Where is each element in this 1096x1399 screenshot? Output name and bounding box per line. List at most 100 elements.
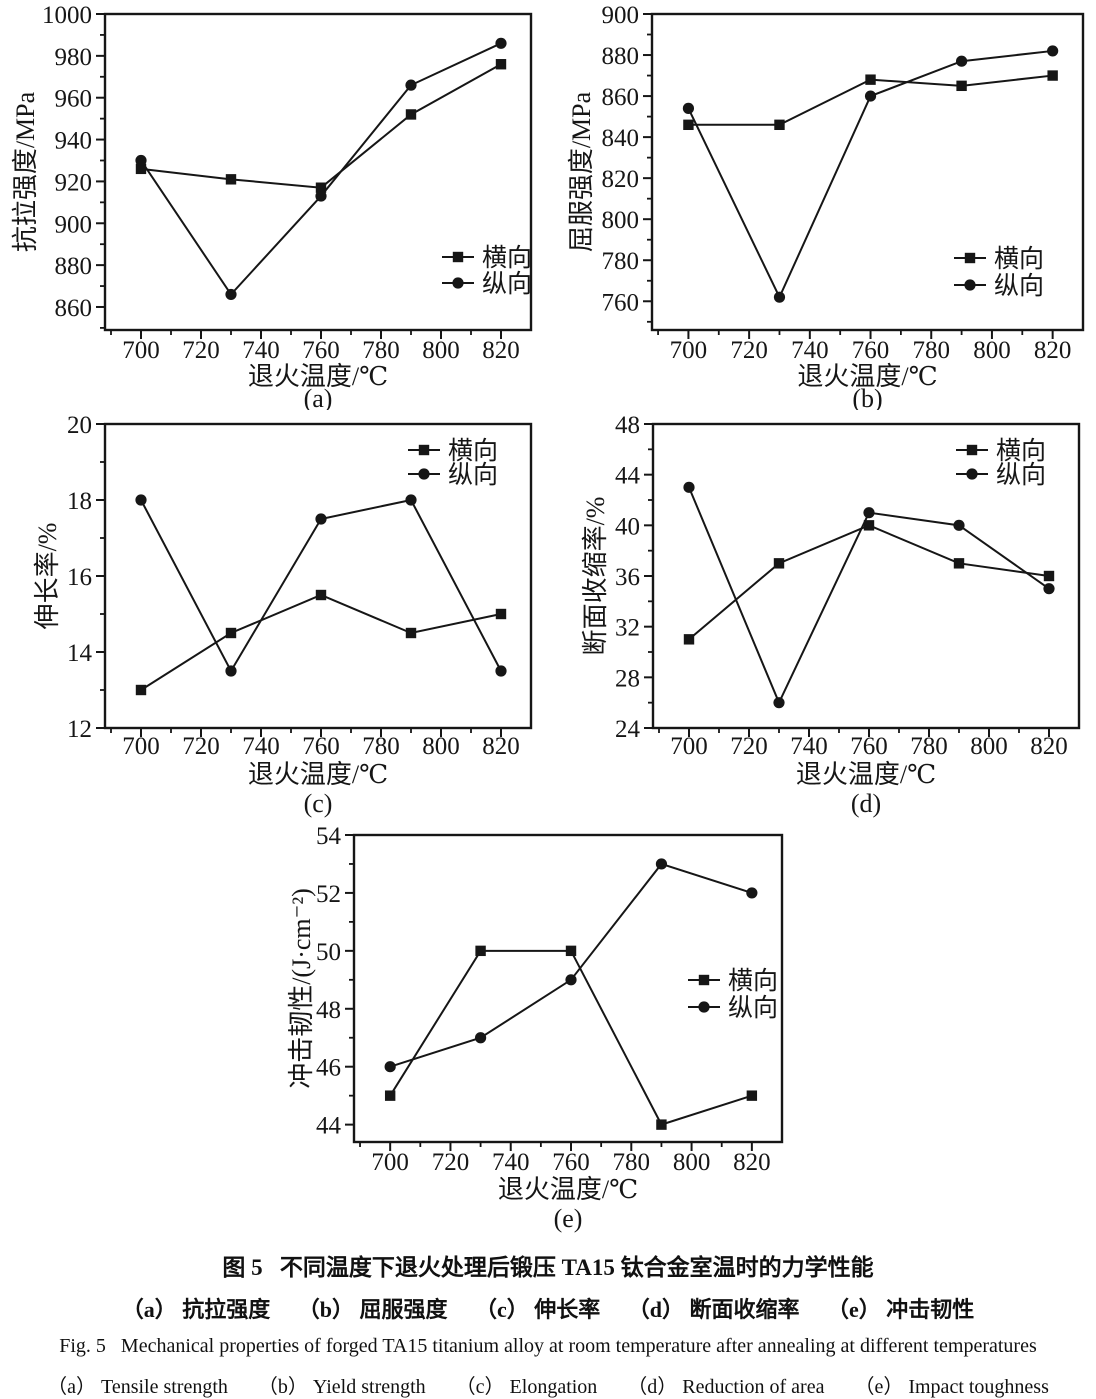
y-tick-label: 780 (602, 248, 640, 275)
y-tick-label: 880 (602, 43, 640, 70)
y-tick-label: 24 (615, 716, 641, 743)
y-tick-label: 880 (55, 253, 93, 280)
charts-row-3: 700 720 740 760 780 800 820 44 46 48 50 52 54 退火温度/℃ 冲… (0, 820, 1096, 1240)
y-axis-label: 断面收缩率/% (581, 497, 610, 656)
y-axis: 760 780 800 820 840 860 880 900 (602, 2, 652, 323)
x-tick-label: 700 (122, 337, 160, 364)
caption-en-title: Fig. 5 Mechanical properties of forged T… (59, 1335, 1037, 1357)
y-tick-label: 820 (602, 166, 640, 193)
circle-marker (953, 519, 965, 531)
series-longitudinal (682, 45, 1059, 303)
square-marker (495, 59, 507, 70)
y-tick-label: 860 (55, 295, 93, 322)
series-transverse (683, 520, 1055, 645)
chart-b-svg: 700 720 740 760 780 800 820 760 780 800 820 840 860 8… (567, 2, 1085, 410)
x-tick-label: 800 (673, 1149, 711, 1176)
x-axis-label: 退火温度/℃ (248, 760, 388, 789)
square-marker (225, 174, 237, 185)
x-tick-label: 720 (730, 733, 768, 760)
square-marker (135, 684, 147, 696)
legend-label: 横向 (482, 244, 532, 272)
square-marker (452, 251, 464, 263)
y-tick-label: 940 (55, 128, 93, 155)
series-transverse (135, 589, 507, 696)
square-marker (953, 558, 965, 569)
y-tick-label: 920 (55, 169, 93, 196)
series-longitudinal (384, 858, 758, 1073)
y-tick-label: 44 (615, 463, 641, 490)
circle-marker (655, 858, 668, 870)
y-tick-label: 840 (602, 125, 640, 152)
square-marker (225, 627, 237, 639)
circle-marker (863, 507, 875, 519)
x-tick-label: 720 (432, 1149, 470, 1176)
square-marker (865, 74, 876, 85)
square-marker (698, 974, 710, 986)
legend-label: 纵向 (482, 270, 532, 298)
series-transverse (135, 59, 507, 193)
x-tick-label: 800 (970, 733, 1008, 760)
circle-marker (405, 494, 417, 506)
series-transverse (384, 945, 758, 1130)
chart-a-tensile-strength: 700 720 740 760 780 800 820 860 880 900 920 940 960 9… (0, 0, 548, 410)
legend-label: 纵向 (994, 272, 1044, 300)
legend-label: 横向 (728, 967, 778, 995)
y-axis-label: 冲击韧性/(J·cm⁻²) (287, 888, 316, 1089)
plot-frame (650, 12, 1085, 332)
circle-marker (682, 102, 695, 114)
x-tick-label: 820 (482, 733, 520, 760)
y-axis-label: 伸长率/% (33, 523, 62, 630)
y-axis: 860 880 900 920 940 960 980 1000 (42, 2, 105, 329)
y-tick-label: 900 (602, 2, 640, 29)
circle-marker (418, 468, 430, 480)
circle-marker (225, 665, 237, 677)
plot-frame (352, 833, 784, 1144)
square-marker (964, 252, 976, 264)
x-axis-label: 退火温度/℃ (498, 1175, 638, 1204)
circle-marker (1043, 583, 1055, 595)
x-tick-label: 740 (242, 733, 280, 760)
chart-e-svg: 700 720 740 760 780 800 820 44 46 48 50 52 54 退火温度/℃ 冲… (287, 823, 784, 1233)
square-marker (475, 945, 486, 957)
x-axis-label: 退火温度/℃ (797, 362, 937, 391)
y-tick-label: 52 (316, 881, 341, 908)
legend-label: 纵向 (996, 461, 1046, 489)
chart-sublabel: (a) (304, 384, 333, 410)
legend-label: 横向 (448, 437, 498, 465)
x-tick-label: 820 (482, 337, 520, 364)
x-axis-label: 退火温度/℃ (248, 362, 388, 391)
caption-en-items: （a） Tensile strength （b） Yield strength … (47, 1376, 1049, 1398)
x-axis: 700 720 740 760 780 800 820 (359, 1142, 771, 1176)
x-tick-label: 780 (613, 1149, 651, 1176)
y-tick-label: 980 (55, 44, 93, 71)
y-tick-label: 20 (67, 412, 92, 439)
y-axis: 44 46 48 50 52 54 (316, 823, 354, 1140)
y-tick-label: 760 (602, 289, 640, 316)
y-axis: 24 28 32 36 40 44 48 (615, 412, 653, 743)
caption-zh-items: （a） 抗拉强度 （b） 屈服强度 （c） 伸长率 （d） 断面收缩率 （e） … (121, 1297, 975, 1322)
y-tick-label: 28 (615, 665, 640, 692)
square-marker (405, 109, 417, 120)
square-marker (1043, 570, 1055, 582)
circle-marker (565, 974, 577, 986)
series-line (140, 498, 502, 674)
y-tick-label: 1000 (42, 2, 92, 29)
circle-marker (746, 887, 758, 899)
y-tick-label: 44 (316, 1113, 342, 1140)
circle-marker (135, 154, 147, 167)
x-tick-label: 760 (850, 733, 888, 760)
square-marker (746, 1090, 758, 1101)
square-marker (683, 634, 695, 645)
x-axis: 700 720 740 760 780 800 820 (110, 728, 520, 760)
circle-marker (405, 79, 417, 91)
x-tick-label: 760 (302, 733, 340, 760)
legend-label: 纵向 (448, 461, 498, 489)
circle-marker (225, 288, 237, 301)
figure-caption: 图 5 不同温度下退火处理后锻压 TA15 钛合金室温时的力学性能 （a） 抗拉… (0, 1240, 1096, 1399)
square-marker (565, 945, 577, 957)
y-tick-label: 50 (316, 939, 341, 966)
charts-row-1: 700 720 740 760 780 800 820 860 880 900 920 940 960 9… (0, 0, 1096, 410)
square-marker (773, 558, 785, 569)
